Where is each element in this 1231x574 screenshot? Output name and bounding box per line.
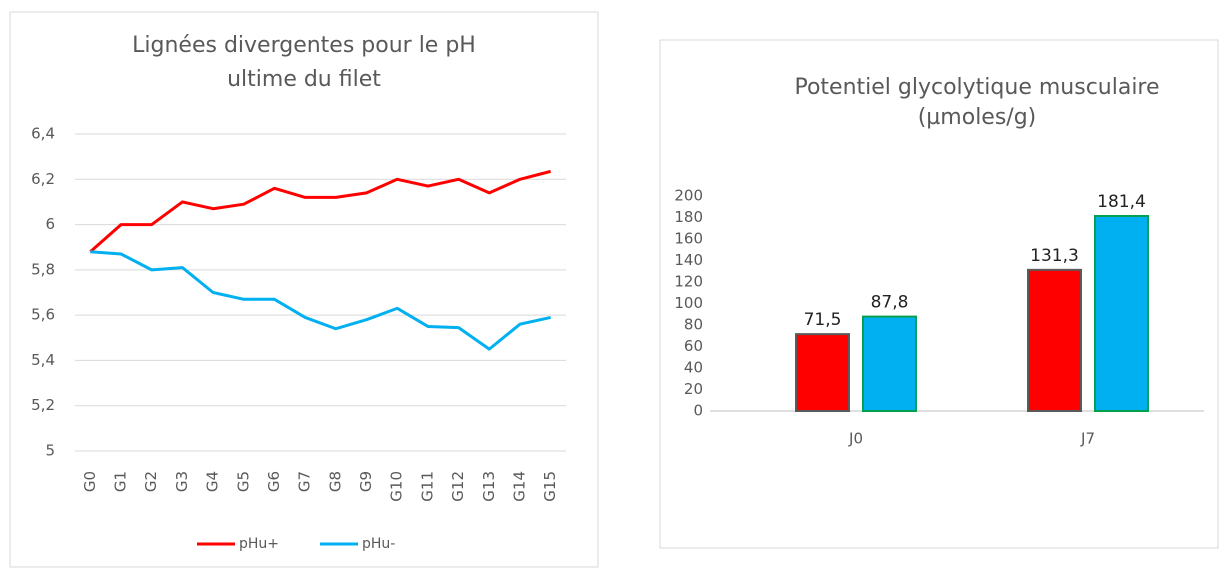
x-tick-label: G6	[265, 471, 283, 492]
x-tick-label: G2	[142, 471, 160, 492]
y-tick-label: 5,6	[31, 306, 55, 324]
data-label: 87,8	[871, 293, 909, 313]
y-tick-label: 5,4	[31, 351, 55, 369]
x-tick-label: J7	[1080, 430, 1095, 448]
y-tick-label: 20	[684, 380, 703, 398]
y-tick-label: 5	[45, 442, 55, 460]
bar	[1027, 268, 1082, 413]
x-tick-label: G7	[296, 471, 314, 492]
x-tick-label: G4	[204, 471, 222, 492]
x-tick-label: G14	[510, 471, 528, 502]
data-label: 71,5	[804, 310, 842, 330]
x-tick-label: G5	[234, 471, 252, 492]
y-tick-label: 6,4	[31, 125, 55, 143]
data-label: 131,3	[1030, 246, 1079, 266]
y-tick-label: 5,8	[31, 260, 55, 278]
x-tick-label: G0	[81, 471, 99, 492]
chart-title: Lignées divergentes pour le pH	[132, 33, 476, 58]
y-tick-label: 200	[674, 187, 703, 205]
y-tick-label: 100	[674, 294, 703, 312]
x-tick-label: G9	[357, 471, 375, 492]
bar	[795, 333, 850, 413]
y-tick-label: 160	[674, 230, 703, 248]
x-tick-label: J0	[848, 430, 863, 448]
x-tick-label: G8	[326, 471, 344, 492]
chart-title: (µmoles/g)	[918, 105, 1037, 130]
y-tick-label: 180	[674, 208, 703, 226]
data-line	[90, 250, 551, 351]
y-tick-label: 0	[693, 402, 703, 420]
x-tick-label: G3	[173, 471, 191, 492]
chart-frame	[9, 11, 599, 568]
x-tick-label: G12	[449, 471, 467, 502]
x-tick-label: G11	[418, 471, 436, 502]
y-tick-label: 6	[45, 215, 55, 233]
bar	[1094, 214, 1149, 412]
y-tick-label: 6,2	[31, 170, 55, 188]
bar	[862, 315, 917, 412]
legend-label: pHu+	[239, 536, 279, 552]
x-tick-label: G10	[388, 471, 406, 502]
x-tick-label: G13	[480, 471, 498, 502]
y-tick-label: 40	[684, 359, 703, 377]
y-tick-label: 140	[674, 251, 703, 269]
y-tick-label: 60	[684, 337, 703, 355]
legend-label: pHu-	[362, 536, 395, 552]
chart-title: ultime du filet	[227, 67, 381, 92]
data-label: 181,4	[1097, 192, 1146, 212]
x-tick-label: G15	[541, 471, 559, 502]
y-tick-label: 80	[684, 316, 703, 334]
x-tick-label: G1	[112, 471, 130, 492]
y-tick-label: 120	[674, 273, 703, 291]
y-tick-label: 5,2	[31, 396, 55, 414]
data-line	[89, 169, 552, 253]
chart-title: Potentiel glycolytique musculaire	[794, 75, 1159, 100]
